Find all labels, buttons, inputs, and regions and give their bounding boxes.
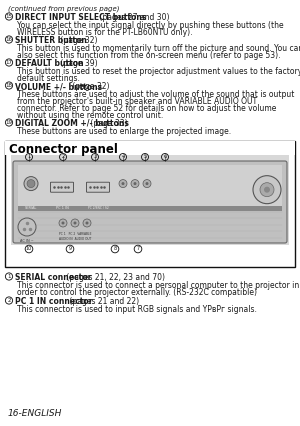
- Text: 15: 15: [5, 14, 13, 19]
- Text: 16-ENGLISH: 16-ENGLISH: [8, 409, 62, 418]
- Text: order to control the projector externally. (RS-232C compatible): order to control the projector externall…: [17, 288, 257, 297]
- Circle shape: [134, 182, 136, 185]
- Text: (page 39): (page 39): [58, 59, 97, 68]
- Text: This connector is used to connect a personal computer to the projector in: This connector is used to connect a pers…: [17, 281, 299, 290]
- Circle shape: [146, 182, 148, 185]
- Text: 1: 1: [7, 274, 11, 279]
- Circle shape: [71, 219, 79, 227]
- Circle shape: [143, 180, 151, 187]
- Text: 2: 2: [7, 298, 11, 303]
- Text: from the projector's built-in speaker and VARIABLE AUDIO OUT: from the projector's built-in speaker an…: [17, 97, 257, 106]
- Text: PC 1 IN: PC 1 IN: [56, 207, 68, 210]
- Text: 1: 1: [27, 155, 31, 159]
- Text: PC 1 IN connector: PC 1 IN connector: [15, 297, 92, 306]
- Text: 3: 3: [93, 155, 97, 159]
- Circle shape: [264, 187, 270, 193]
- Text: (page 32): (page 32): [58, 36, 97, 45]
- Circle shape: [85, 222, 88, 225]
- Text: 7: 7: [136, 247, 140, 251]
- Text: also select this function from the on-screen menu (refer to page 53).: also select this function from the on-sc…: [17, 51, 280, 60]
- Circle shape: [59, 219, 67, 227]
- Text: (page 32): (page 32): [70, 82, 110, 91]
- Bar: [5, 141, 295, 155]
- Circle shape: [18, 218, 36, 236]
- Circle shape: [260, 183, 274, 197]
- Text: 19: 19: [5, 120, 13, 125]
- Text: 17: 17: [5, 60, 13, 65]
- Text: (pages 21, 22, 23 and 70): (pages 21, 22, 23 and 70): [64, 273, 165, 282]
- Text: 4: 4: [121, 155, 125, 159]
- Text: 8: 8: [113, 247, 117, 251]
- FancyBboxPatch shape: [13, 161, 287, 243]
- Bar: [18, 165, 282, 206]
- Text: 10: 10: [26, 247, 32, 251]
- Circle shape: [74, 222, 76, 225]
- Circle shape: [61, 222, 64, 225]
- Text: These buttons are used to enlarge the projected image.: These buttons are used to enlarge the pr…: [17, 127, 231, 136]
- Text: This connector is used to input RGB signals and YPвPг signals.: This connector is used to input RGB sign…: [17, 305, 257, 314]
- Text: 9: 9: [68, 247, 71, 251]
- Text: 5: 5: [143, 155, 147, 159]
- Bar: [18, 206, 282, 211]
- Text: This button is used to momentarily turn off the picture and sound. You can: This button is used to momentarily turn …: [17, 44, 300, 53]
- Text: AC IN ~: AC IN ~: [20, 239, 34, 243]
- Text: SHUTTER button: SHUTTER button: [15, 36, 87, 45]
- Text: default settings.: default settings.: [17, 74, 80, 83]
- Circle shape: [122, 182, 124, 185]
- Circle shape: [24, 177, 38, 190]
- Text: PC 2/BNC / S2: PC 2/BNC / S2: [88, 207, 108, 210]
- Text: (pages 21 and 22): (pages 21 and 22): [67, 297, 139, 306]
- Circle shape: [253, 176, 281, 204]
- Text: SERIAL: SERIAL: [25, 207, 37, 210]
- Bar: [11, 155, 289, 245]
- Circle shape: [119, 180, 127, 187]
- Text: 16: 16: [5, 37, 13, 42]
- Circle shape: [83, 219, 91, 227]
- Text: You can select the input signal directly by pushing these buttons (the: You can select the input signal directly…: [17, 21, 284, 30]
- Text: without using the remote control unit.: without using the remote control unit.: [17, 111, 163, 120]
- Text: (page 33): (page 33): [88, 119, 128, 128]
- Text: WIRELESS button is for the PT-LB60NTU only).: WIRELESS button is for the PT-LB60NTU on…: [17, 28, 193, 37]
- Circle shape: [131, 180, 139, 187]
- Text: DIRECT INPUT SELECT buttons: DIRECT INPUT SELECT buttons: [15, 13, 146, 22]
- Text: SERIAL connector: SERIAL connector: [15, 273, 92, 282]
- Text: 18: 18: [5, 83, 13, 88]
- Text: DIGITAL ZOOM +/- buttons: DIGITAL ZOOM +/- buttons: [15, 119, 129, 128]
- Text: connector. Refer to page 52 for details on how to adjust the volume: connector. Refer to page 52 for details …: [17, 104, 276, 113]
- Text: 2: 2: [61, 155, 65, 159]
- Text: PC 1   PC 2  VARIABLE
AUDIO IN  AUDIO OUT: PC 1 PC 2 VARIABLE AUDIO IN AUDIO OUT: [59, 232, 91, 241]
- FancyBboxPatch shape: [86, 182, 110, 192]
- Text: Connector panel: Connector panel: [9, 144, 118, 156]
- Text: (continued from previous page): (continued from previous page): [8, 5, 119, 12]
- Text: These buttons are used to adjust the volume of the sound that is output: These buttons are used to adjust the vol…: [17, 90, 294, 99]
- FancyBboxPatch shape: [50, 182, 74, 192]
- Text: This button is used to reset the projector adjustment values to the factory: This button is used to reset the project…: [17, 67, 300, 76]
- Text: (pages 27 and 30): (pages 27 and 30): [97, 13, 170, 22]
- Text: VOLUME +/- buttons: VOLUME +/- buttons: [15, 82, 102, 91]
- Circle shape: [27, 180, 35, 187]
- Bar: [5, 141, 295, 267]
- Text: 6: 6: [163, 155, 167, 159]
- Text: DEFAULT button: DEFAULT button: [15, 59, 84, 68]
